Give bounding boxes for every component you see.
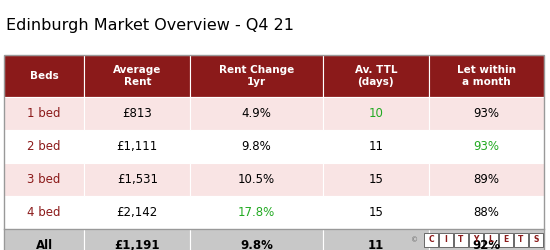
Text: £1,531: £1,531: [117, 173, 158, 186]
Text: T: T: [458, 236, 464, 244]
Bar: [84, 97, 190, 130]
Bar: [323, 55, 429, 97]
Text: 10: 10: [368, 107, 383, 120]
Bar: [323, 163, 429, 196]
Bar: [454, 233, 468, 247]
Text: 89%: 89%: [474, 173, 499, 186]
Bar: [514, 233, 528, 247]
Bar: [323, 229, 429, 250]
Bar: [4, 163, 84, 196]
Bar: [429, 97, 544, 130]
Bar: [323, 130, 429, 163]
Text: 1 bed: 1 bed: [28, 107, 61, 120]
Text: 11: 11: [368, 140, 383, 153]
Bar: [84, 196, 190, 229]
Bar: [190, 229, 323, 250]
Bar: [4, 196, 84, 229]
Text: Edinburgh Market Overview - Q4 21: Edinburgh Market Overview - Q4 21: [6, 18, 294, 33]
Text: ©: ©: [411, 237, 418, 243]
Text: 15: 15: [368, 173, 383, 186]
Text: Rent Change
1yr: Rent Change 1yr: [219, 65, 294, 87]
Text: £2,142: £2,142: [117, 206, 158, 219]
Bar: [529, 233, 543, 247]
Bar: [323, 97, 429, 130]
Text: £1,191: £1,191: [114, 239, 160, 250]
Text: 9.8%: 9.8%: [241, 140, 272, 153]
Text: 9.8%: 9.8%: [240, 239, 273, 250]
Bar: [424, 233, 438, 247]
Text: 93%: 93%: [474, 107, 499, 120]
Text: 88%: 88%: [474, 206, 499, 219]
Text: £1,111: £1,111: [117, 140, 158, 153]
Text: 4.9%: 4.9%: [241, 107, 272, 120]
Bar: [429, 163, 544, 196]
Bar: [4, 130, 84, 163]
Bar: [4, 55, 544, 250]
Text: L: L: [488, 236, 493, 244]
Text: 92%: 92%: [472, 239, 500, 250]
Text: 10.5%: 10.5%: [238, 173, 275, 186]
Bar: [190, 55, 323, 97]
Text: E: E: [503, 236, 509, 244]
Text: Average
Rent: Average Rent: [113, 65, 162, 87]
Text: 2 bed: 2 bed: [28, 140, 61, 153]
Bar: [84, 55, 190, 97]
Text: Y: Y: [474, 236, 478, 244]
Bar: [4, 55, 84, 97]
Bar: [190, 130, 323, 163]
Text: S: S: [534, 236, 538, 244]
Text: I: I: [444, 236, 448, 244]
Bar: [499, 233, 513, 247]
Text: 4 bed: 4 bed: [28, 206, 61, 219]
Text: 3 bed: 3 bed: [28, 173, 60, 186]
Text: 15: 15: [368, 206, 383, 219]
Bar: [84, 163, 190, 196]
Bar: [190, 163, 323, 196]
Text: All: All: [36, 239, 53, 250]
Text: 17.8%: 17.8%: [238, 206, 275, 219]
Text: £813: £813: [123, 107, 152, 120]
Text: C: C: [428, 236, 434, 244]
Text: Av. TTL
(days): Av. TTL (days): [355, 65, 397, 87]
Text: 93%: 93%: [474, 140, 499, 153]
Bar: [190, 196, 323, 229]
Bar: [429, 229, 544, 250]
Bar: [4, 97, 84, 130]
Text: 11: 11: [368, 239, 384, 250]
Bar: [84, 229, 190, 250]
Bar: [439, 233, 453, 247]
Bar: [484, 233, 498, 247]
Bar: [429, 55, 544, 97]
Text: Let within
a month: Let within a month: [457, 65, 516, 87]
Text: Beds: Beds: [30, 71, 58, 81]
Bar: [84, 130, 190, 163]
Bar: [323, 196, 429, 229]
Bar: [429, 130, 544, 163]
Bar: [190, 97, 323, 130]
Bar: [469, 233, 483, 247]
Bar: [429, 196, 544, 229]
Text: T: T: [518, 236, 524, 244]
Bar: [4, 229, 84, 250]
